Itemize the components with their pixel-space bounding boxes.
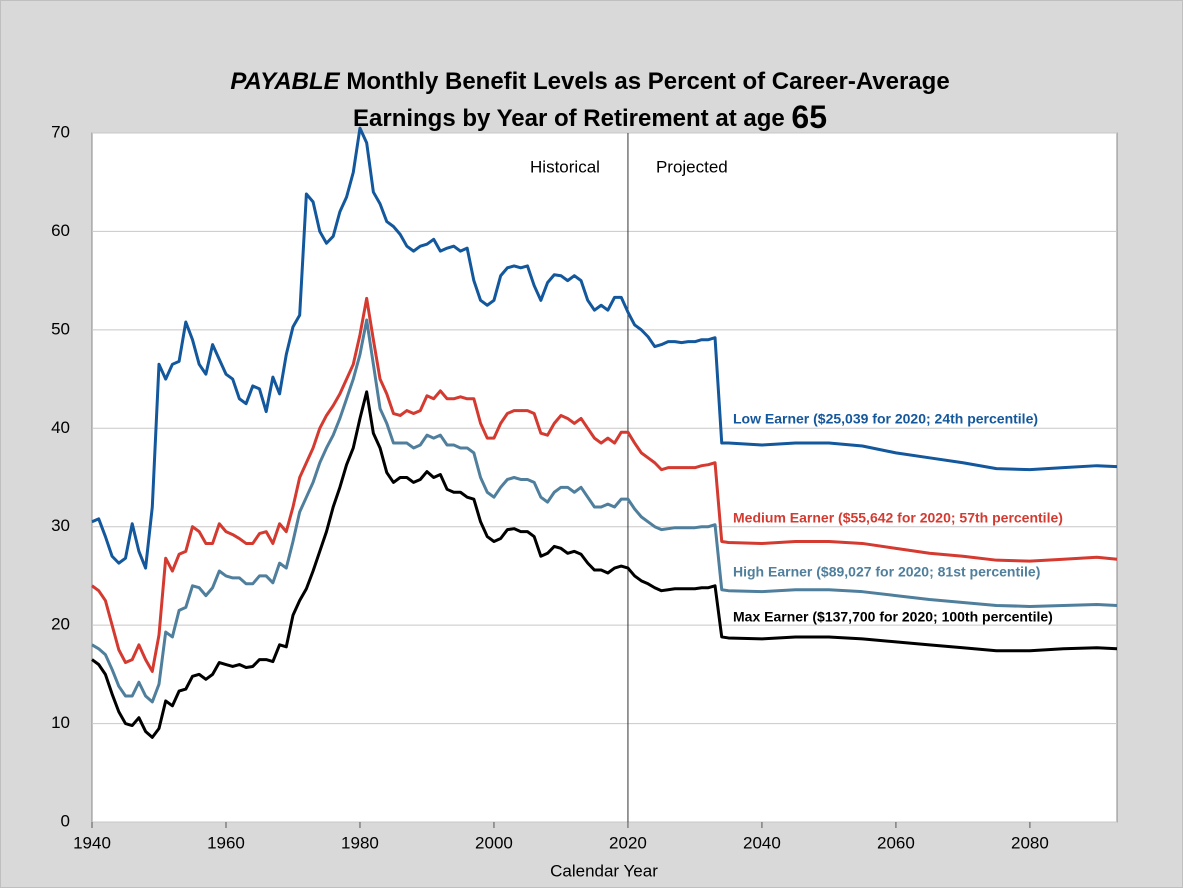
title-line: Monthly Benefit Levels as Percent of Car… [346,68,949,95]
y-tick-label: 30 [51,516,70,535]
y-tick-label: 70 [51,122,70,141]
title-emphasis: PAYABLE [230,68,340,95]
series-label: High Earner ($89,027 for 2020; 81st perc… [733,564,1040,580]
x-axis-label: Calendar Year [550,861,658,880]
series-label: Medium Earner ($55,642 for 2020; 57th pe… [733,510,1063,526]
chart-title: PAYABLE Monthly Benefit Levels as Percen… [230,68,949,95]
series-line [91,126,1118,570]
annotation: Historical [530,157,600,176]
y-tick-label: 10 [51,713,70,732]
y-tick-label: 50 [51,319,70,338]
x-tick-label: 1940 [73,833,111,852]
x-tick-label: 1960 [207,833,245,852]
y-tick-label: 60 [51,221,70,240]
series-line [91,318,1118,704]
plot-area [91,132,1118,823]
y-tick-label: 20 [51,615,70,634]
series-line [91,390,1118,739]
plot-layer: 0 10 20 30 40 50 60 70 1940 1960 1980 2000 2020 2040 2… [51,122,1118,852]
title-line: Earnings by Year of Retirement at age [353,105,785,132]
x-tick-label: 2000 [475,833,513,852]
series-line [91,296,1118,673]
y-tick-label: 0 [61,811,70,830]
x-tick-label: 1980 [341,833,379,852]
x-tick-label: 2020 [609,833,647,852]
x-tick-label: 2080 [1011,833,1049,852]
x-tick-label: 2060 [877,833,915,852]
annotation: Projected [656,157,728,176]
y-tick-label: 40 [51,418,70,437]
title-age: 65 [791,99,827,135]
chart-title: Earnings by Year of Retirement at age 65 [353,99,827,135]
series-label: Low Earner ($25,039 for 2020; 24th perce… [733,411,1038,427]
x-tick-label: 2040 [743,833,781,852]
series-label: Max Earner ($137,700 for 2020; 100th per… [733,609,1053,625]
